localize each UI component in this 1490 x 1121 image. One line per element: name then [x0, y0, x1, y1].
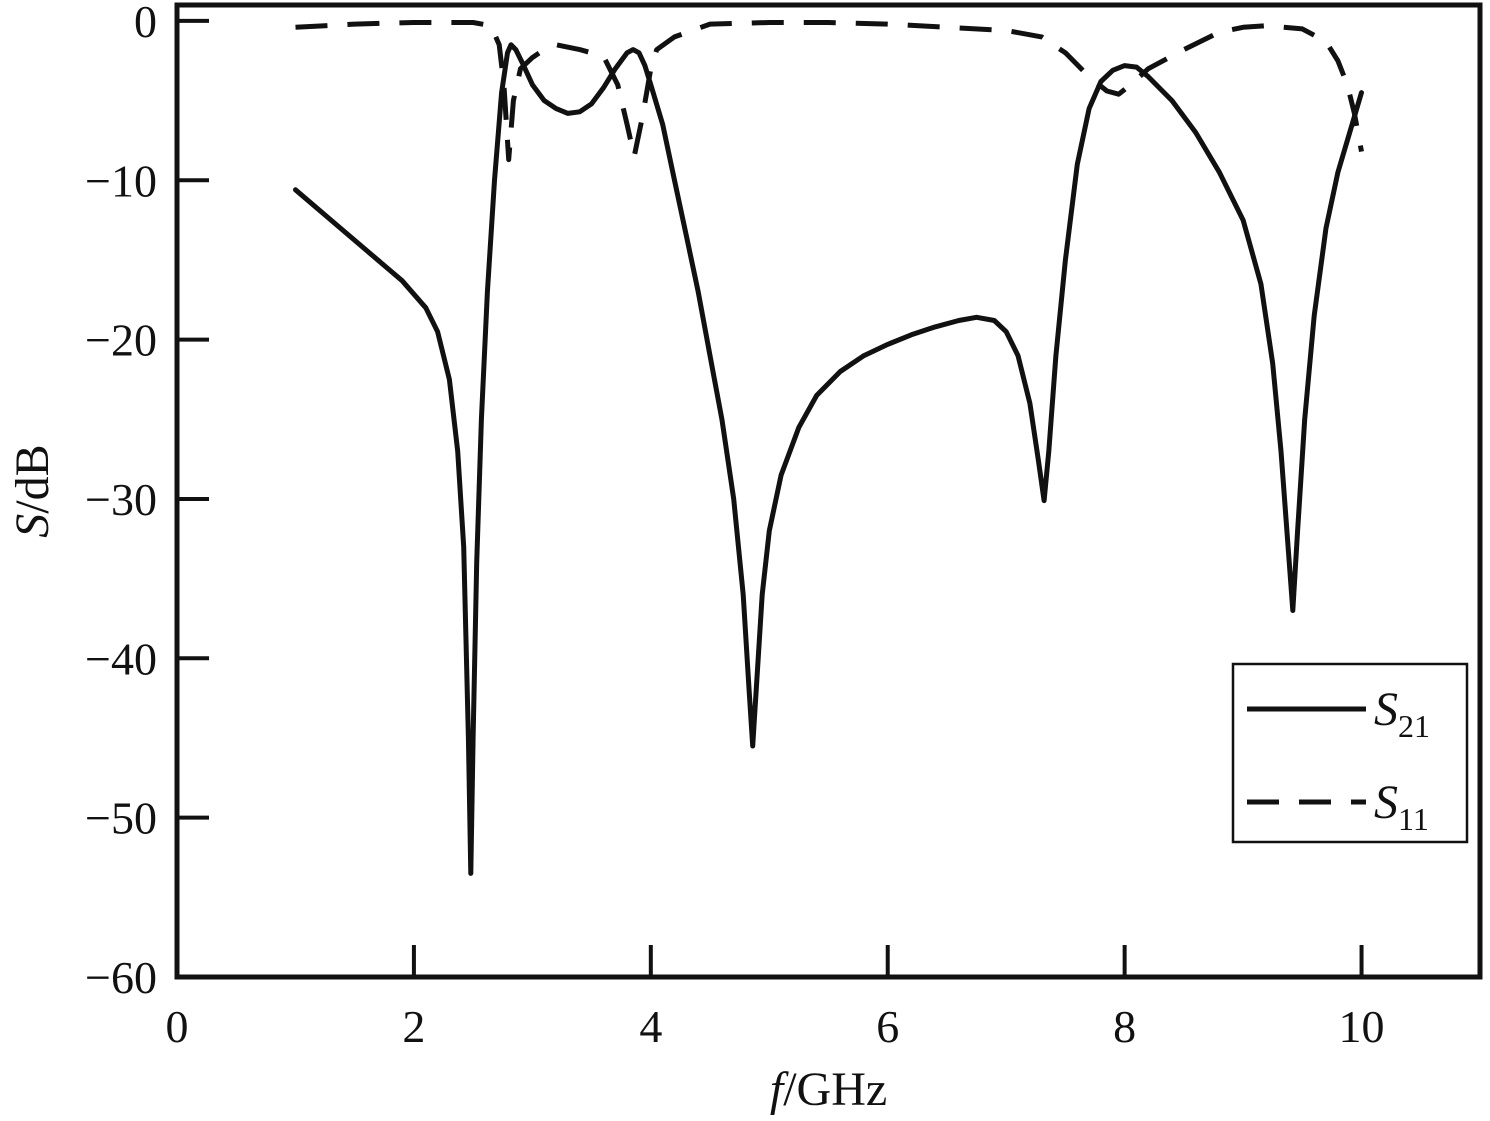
x-axis-unit: /GHz: [783, 1063, 887, 1116]
legend-label-s21-subscript: 21: [1398, 708, 1430, 744]
x-tick-label: 2: [402, 1001, 425, 1052]
plot-frame: [174, 2, 1483, 980]
legend-label-s21-main: S: [1374, 683, 1398, 736]
legend: S21 S11: [1231, 662, 1469, 844]
tick-labels-layer: 0 2 4 6 8 10 0 −10 −20 −30 −40 −50 −60: [85, 0, 1384, 1052]
legend-label-s11-main: S: [1374, 776, 1398, 829]
y-tick-label: −30: [85, 474, 157, 525]
y-tick-label: −10: [85, 155, 157, 206]
x-tick-label: 0: [166, 1001, 189, 1052]
series-line-s11: [295, 20, 1364, 163]
series-line-s21: [293, 42, 1364, 876]
x-tick-label: 4: [639, 1001, 662, 1052]
y-axis-unit: /dB: [6, 444, 59, 513]
x-tick-label: 6: [876, 1001, 899, 1052]
y-tick-label: −40: [85, 633, 157, 684]
y-axis-variable: S: [6, 514, 59, 538]
y-tick-label: −20: [85, 315, 157, 366]
legend-label-s11: S11: [1374, 776, 1429, 837]
y-axis-title: S/dB: [6, 444, 59, 537]
series-layer: [293, 20, 1364, 876]
x-axis-title: f/GHz: [770, 1063, 887, 1116]
ticks-layer: [175, 18, 1364, 979]
y-tick-label: −60: [85, 952, 157, 1003]
legend-label-s21: S21: [1374, 683, 1430, 744]
x-tick-label: 10: [1339, 1001, 1385, 1052]
legend-box: [1231, 662, 1469, 844]
legend-label-s11-subscript: 11: [1398, 801, 1429, 837]
y-tick-label: −50: [85, 793, 157, 844]
y-tick-label: 0: [134, 0, 157, 47]
x-tick-label: 8: [1113, 1001, 1136, 1052]
